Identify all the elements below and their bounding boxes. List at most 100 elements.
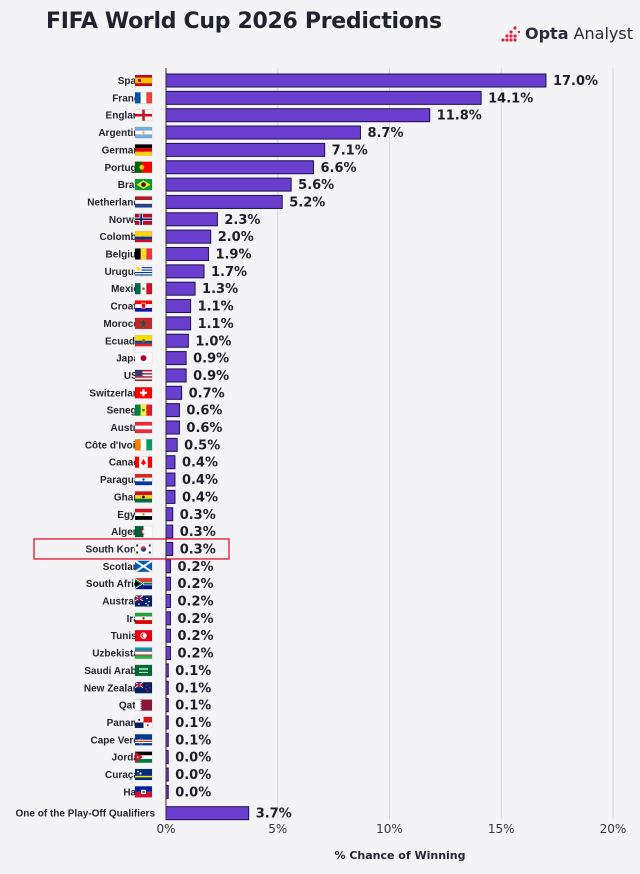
value-label: 0.2% — [177, 577, 213, 592]
category-label: Egypt — [117, 510, 145, 521]
uzbekistan-flag-icon — [134, 647, 153, 659]
category-label: Scotland — [103, 562, 145, 573]
croatia-flag-icon — [134, 300, 153, 312]
bar-colombia — [165, 229, 212, 244]
bar-south-africa — [165, 576, 171, 591]
value-label: 0.4% — [182, 456, 218, 471]
australia-flag-icon — [134, 595, 153, 607]
category-label: South Africa — [86, 579, 146, 590]
haiti-flag-icon — [134, 786, 153, 798]
value-label: 1.7% — [211, 265, 247, 280]
category-label: Panama — [107, 718, 146, 729]
canada-flag-icon — [134, 456, 153, 468]
value-label: 1.0% — [195, 334, 231, 349]
value-label: 1.1% — [198, 300, 234, 315]
category-label: Austria — [111, 423, 146, 434]
brand-name: Opta Analyst — [525, 24, 633, 43]
value-label: 1.1% — [198, 317, 234, 332]
value-label: 0.4% — [182, 473, 218, 488]
bar-paraguay — [165, 472, 176, 487]
ghana-flag-icon — [134, 491, 153, 503]
category-label: Canada — [109, 458, 146, 469]
category-label: Paraguay — [100, 475, 145, 486]
value-label: 0.1% — [175, 664, 211, 679]
category-label: Colombia — [99, 232, 145, 243]
value-label: 0.6% — [186, 404, 222, 419]
south-africa-flag-icon — [134, 577, 153, 590]
value-label: 5.6% — [298, 178, 334, 193]
category-label: Algeria — [111, 527, 145, 538]
value-label: 0.0% — [175, 785, 211, 800]
x-tick-label: 5% — [268, 822, 287, 836]
cape-verde-flag-icon — [134, 734, 153, 746]
category-label: USA — [124, 371, 145, 382]
category-label: Croatia — [111, 302, 146, 313]
category-label: Tunisia — [111, 631, 146, 642]
bar-mexico — [165, 281, 196, 296]
value-label: 1.9% — [215, 248, 251, 263]
curacao-flag-icon — [134, 768, 153, 781]
paraguay-flag-icon — [134, 473, 153, 486]
value-label: 2.0% — [218, 230, 254, 245]
value-label: 7.1% — [332, 143, 368, 158]
category-label: Portugal — [104, 163, 145, 174]
bar-germany — [165, 142, 326, 157]
england-flag-icon — [134, 109, 153, 121]
category-label: Qatar — [119, 701, 145, 712]
argentina-flag-icon — [134, 126, 153, 139]
value-label: 2.3% — [224, 213, 260, 228]
ecuador-flag-icon — [134, 335, 153, 347]
bar-australia — [165, 594, 171, 608]
bar-scotland — [165, 559, 171, 574]
category-label: France — [112, 93, 145, 104]
category-label: Norway — [109, 215, 146, 226]
value-label: 0.3% — [180, 508, 216, 523]
bar-morocco — [165, 316, 192, 331]
bar-tunisia — [165, 628, 171, 643]
category-label: Ecuador — [105, 336, 145, 347]
jordan-flag-icon — [134, 751, 153, 763]
category-label: Côte d'Ivoire — [85, 440, 146, 451]
tunisia-flag-icon — [134, 629, 153, 642]
category-label: Morocco — [103, 319, 145, 330]
category-label: South Korea — [86, 544, 146, 555]
belgium-flag-icon — [134, 248, 153, 260]
value-label: 0.1% — [175, 733, 211, 748]
category-label: England — [106, 111, 145, 122]
highlight-box — [33, 538, 230, 560]
iran-flag-icon — [134, 612, 153, 625]
category-label: Uzbekistan — [92, 649, 145, 660]
scotland-flag-icon — [134, 559, 153, 573]
saudi-arabia-flag-icon — [134, 664, 153, 677]
bar-belgium — [165, 247, 209, 261]
portugal-flag-icon — [134, 161, 153, 173]
x-tick-label: 10% — [376, 822, 403, 836]
spain-flag-icon — [134, 74, 153, 87]
bar-england — [165, 108, 431, 123]
south-korea-flag-icon — [134, 543, 153, 555]
senegal-flag-icon — [134, 404, 153, 416]
bar-c-te-d-ivoire — [165, 437, 178, 452]
bar-algeria — [165, 524, 174, 539]
panama-flag-icon — [134, 716, 153, 729]
japan-flag-icon — [134, 352, 153, 364]
bar-uruguay — [165, 264, 205, 279]
mexico-flag-icon — [134, 282, 153, 295]
bar-argentina — [165, 125, 361, 140]
bar-spain — [165, 73, 547, 88]
x-tick-label: 0% — [156, 822, 175, 836]
bar-france — [165, 90, 482, 105]
value-label: 0.2% — [177, 595, 213, 610]
labels: 0% 5% 10% 15% 20% % Chance of Winning Spain 17.… — [16, 68, 626, 862]
qatar-flag-icon — [134, 699, 153, 711]
category-label: Belgium — [106, 250, 146, 261]
value-label: 0.1% — [175, 716, 211, 731]
x-tick-label: 15% — [488, 822, 515, 836]
brazil-flag-icon — [134, 178, 153, 191]
category-label: New Zealand — [84, 683, 145, 694]
bar-norway — [165, 212, 218, 227]
value-label: 0.6% — [186, 421, 222, 436]
category-label: Brazil — [118, 180, 145, 191]
opta-dots-icon — [501, 25, 520, 42]
bar-croatia — [165, 299, 192, 314]
